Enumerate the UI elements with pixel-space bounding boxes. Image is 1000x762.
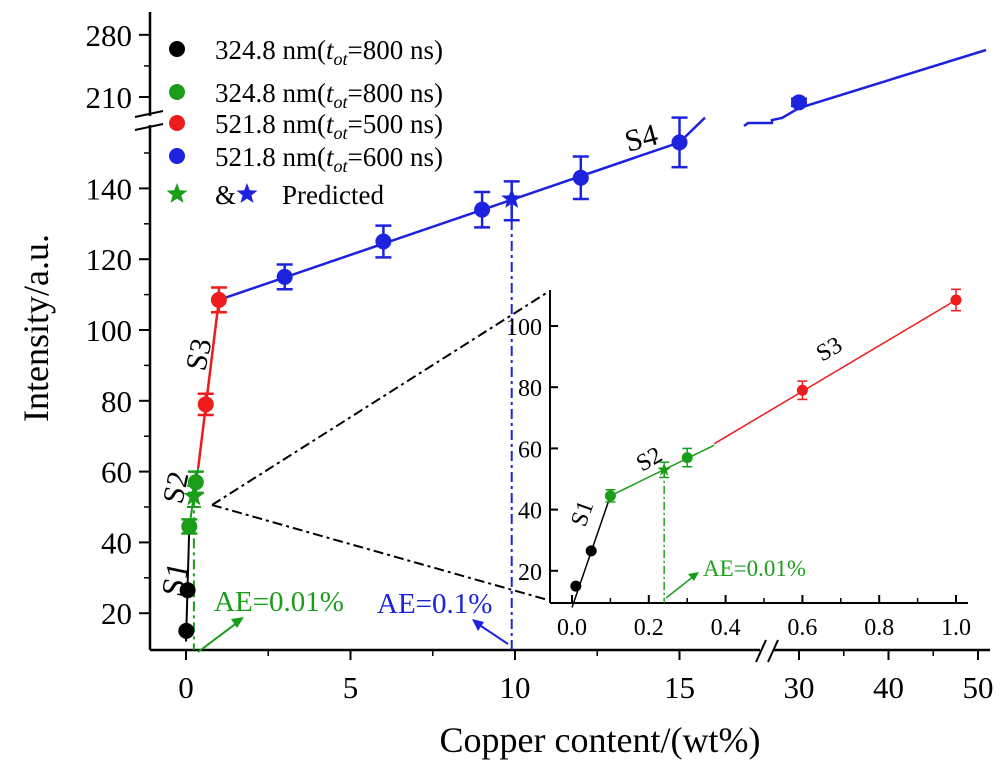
- main-axes: 20 40 60 80 100 120 140 210 280 0 5 10 15 30 40 50 Coppe…: [16, 12, 994, 760]
- annotations: S4 S3 S2 S1 AE=0.01% AE=0.1%: [154, 116, 662, 653]
- legend-label: 521.8 nm(tot=500 ns): [215, 109, 443, 143]
- inset-s3-label: S3: [812, 332, 847, 367]
- inset-fit-s3: [713, 299, 957, 445]
- x-tick-label: 10: [500, 670, 531, 705]
- data-point: [276, 268, 293, 285]
- y-tick-label: 140: [86, 171, 133, 206]
- legend-marker: [169, 115, 185, 131]
- legend-label: 521.8 nm(tot=600 ns): [215, 142, 443, 176]
- inset-y-tick-label: 100: [506, 315, 542, 341]
- x-axis-break-mark: [755, 639, 767, 663]
- inset-x-tick-label: 0.2: [634, 615, 664, 641]
- data-point: [474, 201, 491, 218]
- x-tick-label: 0: [178, 670, 194, 705]
- inset-x-tick-label: 1.0: [941, 615, 971, 641]
- inset-data-point: [570, 580, 582, 592]
- data-point: [197, 396, 214, 413]
- y-tick-label: 120: [86, 242, 133, 277]
- inset-ae-label: AE=0.01%: [703, 556, 806, 581]
- zoom-line-upper: [211, 291, 549, 506]
- s2-label: S2: [157, 469, 196, 507]
- legend-marker: [169, 84, 185, 100]
- ae-label-blue: AE=0.1%: [377, 588, 492, 620]
- arrow-green: [197, 621, 239, 653]
- x-tick-label: 30: [784, 670, 815, 705]
- y-tick-label: 100: [86, 313, 133, 348]
- fit-lines: [185, 48, 987, 650]
- fit-line-s3: [196, 299, 221, 469]
- legend-label: 324.8 nm(tot=800 ns): [215, 78, 443, 112]
- data-point: [210, 291, 227, 308]
- x-axis-label: Copper content/(wt%): [440, 720, 761, 760]
- inset-y-tick-label: 80: [518, 376, 542, 402]
- data-point: [181, 518, 198, 535]
- fit-line-s4-upper: [743, 48, 987, 127]
- arrow-head-blue: [472, 619, 484, 631]
- data-markers: [178, 94, 807, 639]
- x-tick-label: 40: [873, 670, 904, 705]
- inset-predicted-star: [657, 462, 671, 476]
- data-point: [572, 169, 589, 186]
- y-tick-label: 210: [86, 80, 133, 115]
- x-tick-label: 5: [343, 670, 359, 705]
- inset-y-tick-label: 20: [518, 560, 542, 586]
- arrow-head-green: [231, 617, 244, 628]
- data-point: [671, 134, 688, 151]
- x-tick-label: 50: [963, 670, 994, 705]
- y-axis-break-mark: [134, 123, 164, 131]
- legend-marker: [169, 148, 185, 164]
- legend: 324.8 nm(tot=800 ns) 324.8 nm(tot=800 ns)…: [166, 35, 443, 210]
- inset-s1-label: S1: [566, 497, 599, 530]
- s4-label: S4: [621, 116, 662, 158]
- inset-arrow-head: [688, 572, 699, 581]
- inset-arrow: [665, 575, 695, 599]
- s1-label: S1: [154, 559, 196, 600]
- legend-ampersand: &: [215, 180, 236, 210]
- inset-data-point: [585, 545, 597, 557]
- legend-star-blue: [236, 183, 258, 203]
- data-point: [375, 233, 392, 250]
- inset-x-tick-label: 0.4: [711, 615, 741, 641]
- inset-x-tick-label: 0.8: [864, 615, 894, 641]
- inset-data-point: [604, 490, 616, 502]
- inset-data-point: [950, 294, 962, 306]
- legend-predicted-label: Predicted: [282, 180, 384, 210]
- inset-data-point: [796, 384, 808, 396]
- y-axis-break-gap: [136, 116, 164, 125]
- legend-marker: [169, 41, 185, 57]
- inset-x-tick-label: 0.0: [557, 615, 587, 641]
- y-tick-label: 60: [101, 455, 132, 490]
- inset-y-tick-label: 60: [518, 437, 542, 463]
- y-axis-label: Intensity/a.u.: [16, 234, 56, 422]
- data-point: [791, 94, 807, 111]
- s3-label: S3: [180, 336, 219, 374]
- inset-y-tick-label: 40: [518, 499, 542, 525]
- x-axis-break-mark: [767, 639, 779, 663]
- zoom-line-lower: [211, 504, 549, 601]
- predicted-star-blue: [501, 188, 523, 208]
- y-tick-label: 280: [86, 18, 133, 53]
- y-axis-break-mark: [134, 110, 164, 118]
- y-tick-label: 20: [101, 596, 132, 631]
- legend-label: 324.8 nm(tot=800 ns): [215, 35, 443, 69]
- y-tick-label: 40: [101, 525, 132, 560]
- inset-x-tick-label: 0.6: [787, 615, 817, 641]
- arrow-blue: [477, 623, 509, 645]
- inset-data-point: [681, 452, 693, 464]
- data-point: [179, 582, 196, 599]
- data-point: [178, 622, 195, 639]
- y-tick-label: 80: [101, 384, 132, 419]
- x-tick-label: 15: [664, 670, 695, 705]
- ae-label-green: AE=0.01%: [214, 586, 344, 618]
- legend-star-green: [166, 183, 188, 203]
